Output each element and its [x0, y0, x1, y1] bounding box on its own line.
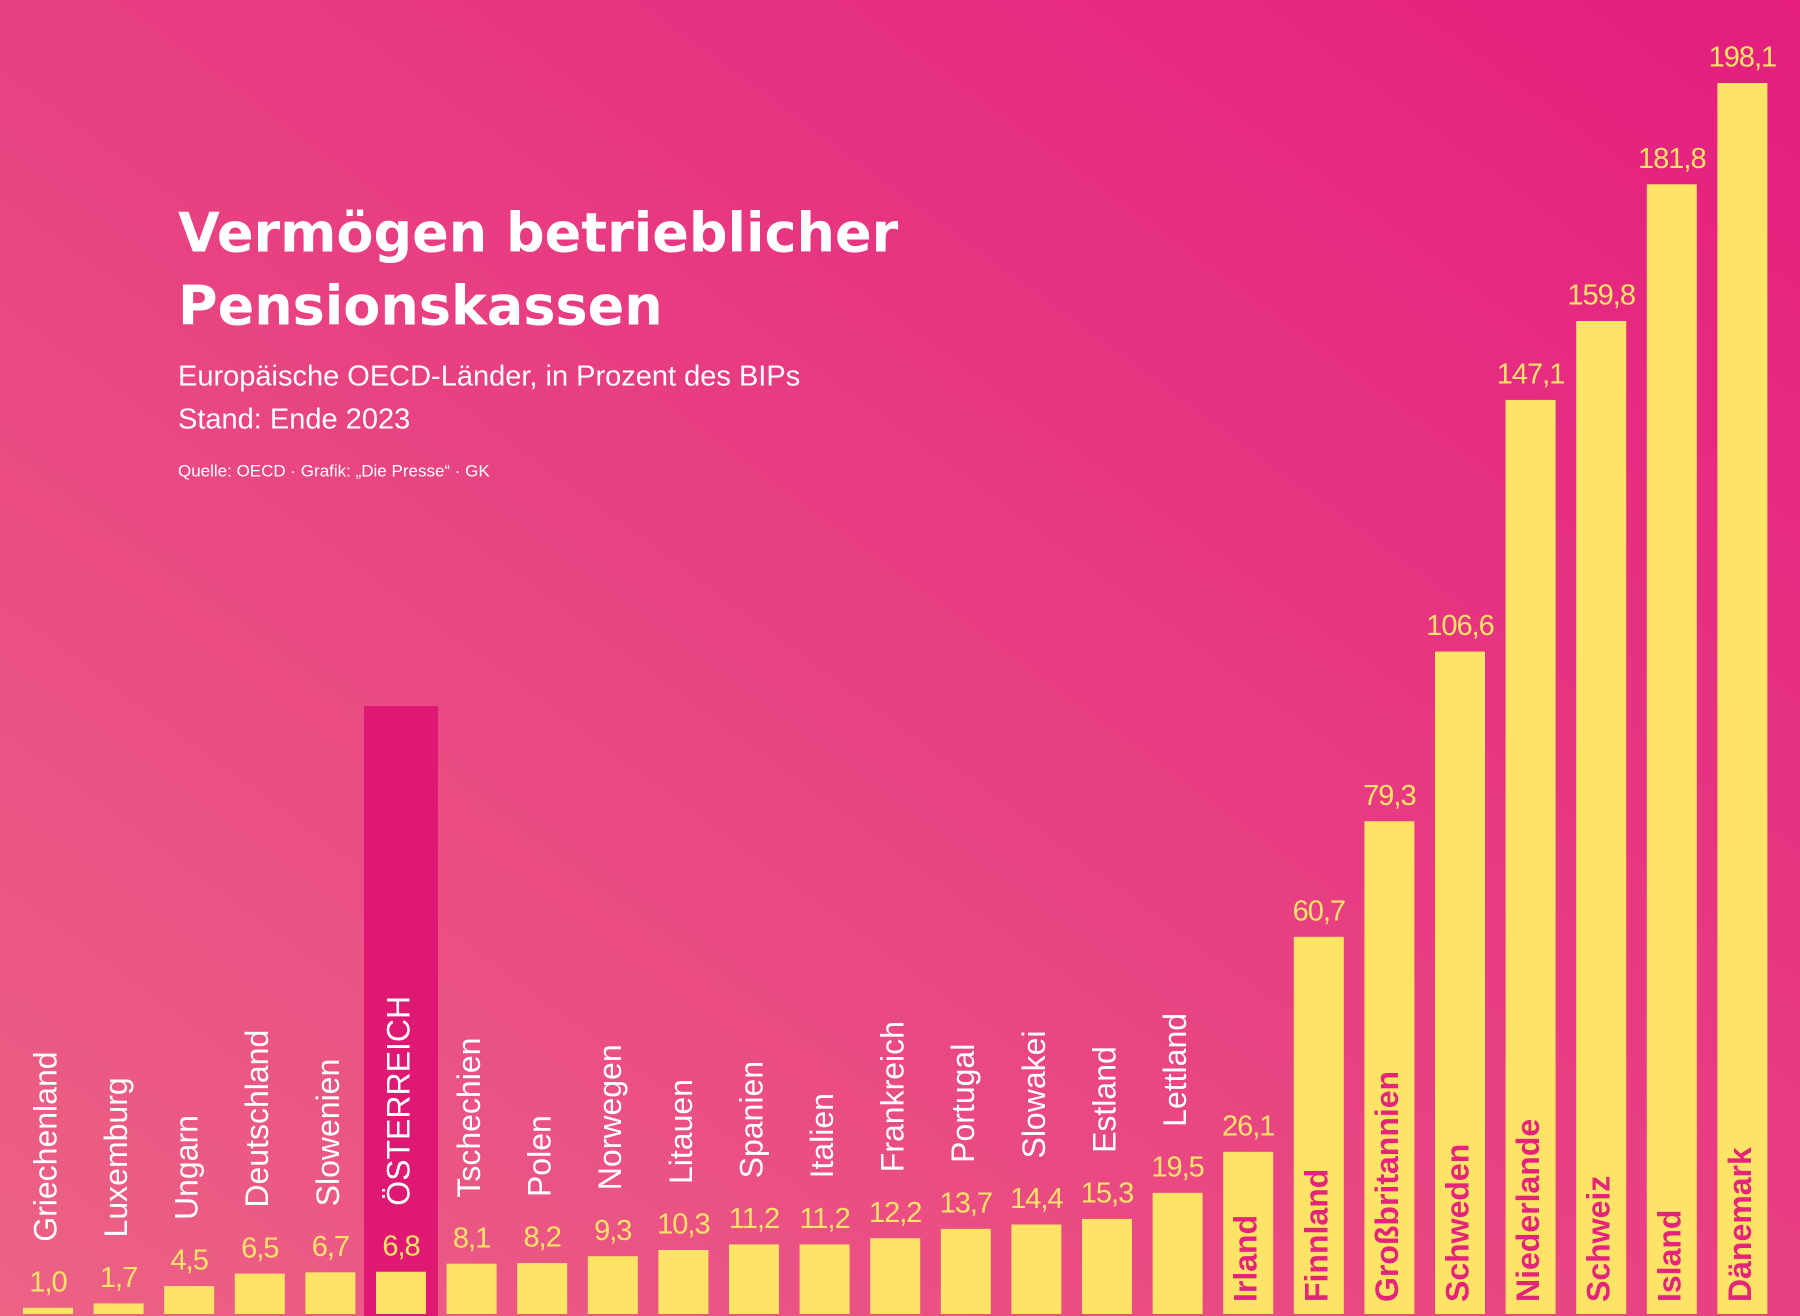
category-label: Niederlande: [1510, 1119, 1546, 1302]
bar: [446, 1263, 497, 1314]
value-label: 15,3: [1081, 1178, 1133, 1210]
value-label: 147,1: [1497, 359, 1565, 391]
category-label: Polen: [522, 1115, 558, 1197]
bar: [1435, 651, 1485, 1314]
bar: [376, 1271, 426, 1314]
category-label: Portugal: [945, 1044, 981, 1163]
bar: [799, 1244, 850, 1314]
category-label: Deutschland: [239, 1030, 275, 1208]
value-label: 106,6: [1426, 610, 1494, 642]
category-label: Slowakei: [1016, 1030, 1052, 1158]
category-label: Spanien: [733, 1061, 769, 1178]
category-label: Großbritannien: [1369, 1071, 1405, 1302]
value-label: 12,2: [869, 1197, 921, 1229]
value-label: 19,5: [1151, 1151, 1203, 1183]
value-label: 9,3: [594, 1215, 631, 1247]
category-label: Slowenien: [310, 1059, 346, 1207]
value-label: 8,1: [453, 1222, 490, 1254]
category-label: Finnland: [1298, 1169, 1334, 1302]
value-label: 26,1: [1222, 1110, 1274, 1142]
value-label: 6,8: [382, 1230, 419, 1262]
bar: [1223, 1151, 1274, 1314]
bar: [1505, 399, 1556, 1314]
highlight-column: [364, 706, 438, 1316]
category-label: Schweiz: [1581, 1176, 1617, 1302]
bar: [23, 1307, 73, 1314]
category-label: Schweden: [1439, 1144, 1475, 1302]
bar: [729, 1244, 779, 1314]
category-label: Irland: [1228, 1215, 1264, 1302]
value-label: 11,2: [799, 1203, 849, 1235]
category-label: Tschechien: [451, 1038, 487, 1198]
bar: [587, 1256, 638, 1314]
category-label: Italien: [804, 1093, 840, 1178]
bar: [517, 1263, 568, 1314]
value-label: 14,4: [1010, 1183, 1063, 1215]
bar: [1364, 821, 1415, 1314]
category-label: Norwegen: [592, 1044, 628, 1190]
category-label: Estland: [1086, 1046, 1122, 1153]
value-label: 1,7: [100, 1262, 137, 1294]
value-label: 60,7: [1293, 895, 1345, 927]
bar: [940, 1228, 991, 1314]
bar: [164, 1286, 215, 1314]
category-label: Lettland: [1157, 1013, 1193, 1127]
subtitle: Stand: Ende 2023: [178, 404, 410, 436]
value-label: 11,2: [729, 1203, 779, 1235]
value-label: 198,1: [1709, 42, 1777, 74]
source: Quelle: OECD · Grafik: „Die Presse“ · GK: [178, 461, 490, 480]
bar: [93, 1303, 144, 1314]
subtitle: Europäische OECD-Länder, in Prozent des …: [178, 361, 800, 393]
category-label: Dänemark: [1722, 1147, 1758, 1302]
category-label: Griechenland: [27, 1051, 63, 1241]
category-label: Frankreich: [875, 1021, 911, 1172]
bar: [1293, 936, 1344, 1314]
value-label: 6,5: [241, 1232, 278, 1264]
bar: [234, 1273, 285, 1314]
bar: [1011, 1224, 1062, 1314]
bar: [305, 1272, 356, 1314]
bar: [1717, 83, 1768, 1314]
bar: [870, 1238, 921, 1314]
bar: [1082, 1218, 1132, 1314]
category-label: Island: [1651, 1210, 1687, 1302]
value-label: 159,8: [1567, 280, 1635, 312]
value-label: 13,7: [940, 1188, 992, 1220]
value-label: 181,8: [1638, 143, 1706, 175]
bar: [1152, 1192, 1203, 1314]
category-label: Luxemburg: [98, 1077, 134, 1237]
category-label: ÖSTERREICH: [380, 996, 416, 1206]
category-label: Litauen: [663, 1079, 699, 1184]
value-label: 6,7: [312, 1231, 349, 1263]
bar: [658, 1249, 709, 1314]
value-label: 8,2: [524, 1222, 561, 1254]
chart-title: Vermögen betrieblicher: [178, 202, 899, 265]
plot: 1,0 Griechenland 1,7 Luxemburg 4,5 Ungarn 6,5 D…: [23, 42, 1777, 1316]
chart-title: Pensionskassen: [178, 275, 663, 338]
category-label: Ungarn: [169, 1115, 205, 1220]
value-label: 1,0: [29, 1266, 66, 1298]
bar: [1576, 320, 1627, 1315]
value-label: 10,3: [657, 1209, 709, 1241]
value-label: 79,3: [1363, 780, 1415, 812]
bar: [1646, 184, 1697, 1315]
value-label: 4,5: [171, 1245, 208, 1277]
